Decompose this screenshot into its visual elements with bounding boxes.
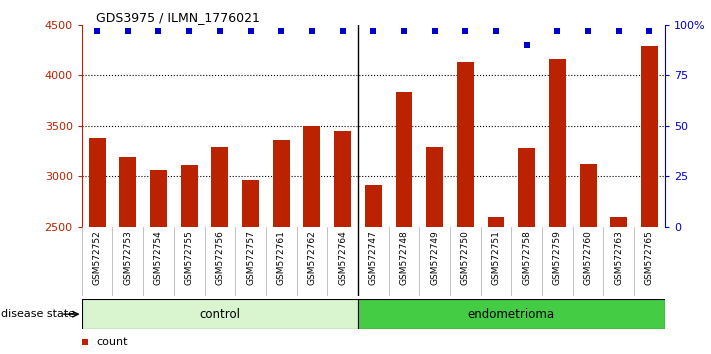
Bar [610,217,627,354]
Bar [181,165,198,354]
Bar [242,180,259,354]
Text: GSM572751: GSM572751 [491,230,501,285]
Text: GSM572761: GSM572761 [277,230,286,285]
Text: GSM572759: GSM572759 [553,230,562,285]
Text: disease state: disease state [1,309,75,319]
Bar [426,147,443,354]
Bar [304,126,321,354]
Bar [641,46,658,354]
FancyBboxPatch shape [82,299,358,329]
Text: GSM572764: GSM572764 [338,230,347,285]
Bar [273,140,289,354]
Bar [395,92,412,354]
Text: GSM572749: GSM572749 [430,230,439,285]
FancyBboxPatch shape [358,299,665,329]
Text: GSM572750: GSM572750 [461,230,470,285]
Text: endometrioma: endometrioma [468,308,555,321]
Text: GSM572748: GSM572748 [400,230,408,285]
Text: GSM572755: GSM572755 [185,230,193,285]
Bar [579,164,597,354]
Text: GSM572765: GSM572765 [645,230,654,285]
Text: GSM572763: GSM572763 [614,230,624,285]
Text: GSM572747: GSM572747 [369,230,378,285]
Bar [457,62,474,354]
Bar [119,157,137,354]
Text: GSM572754: GSM572754 [154,230,163,285]
Bar [365,185,382,354]
Text: GSM572762: GSM572762 [307,230,316,285]
Text: GSM572760: GSM572760 [584,230,592,285]
Text: GSM572752: GSM572752 [92,230,102,285]
Text: control: control [199,308,240,321]
Text: count: count [97,337,128,347]
Bar [334,131,351,354]
Bar [549,59,566,354]
Bar [518,148,535,354]
Text: GSM572756: GSM572756 [215,230,225,285]
Text: GSM572753: GSM572753 [123,230,132,285]
Bar [488,217,505,354]
Text: GDS3975 / ILMN_1776021: GDS3975 / ILMN_1776021 [96,11,260,24]
Bar [89,138,105,354]
Text: GSM572757: GSM572757 [246,230,255,285]
Bar [211,147,228,354]
Bar [150,170,167,354]
Text: GSM572758: GSM572758 [522,230,531,285]
